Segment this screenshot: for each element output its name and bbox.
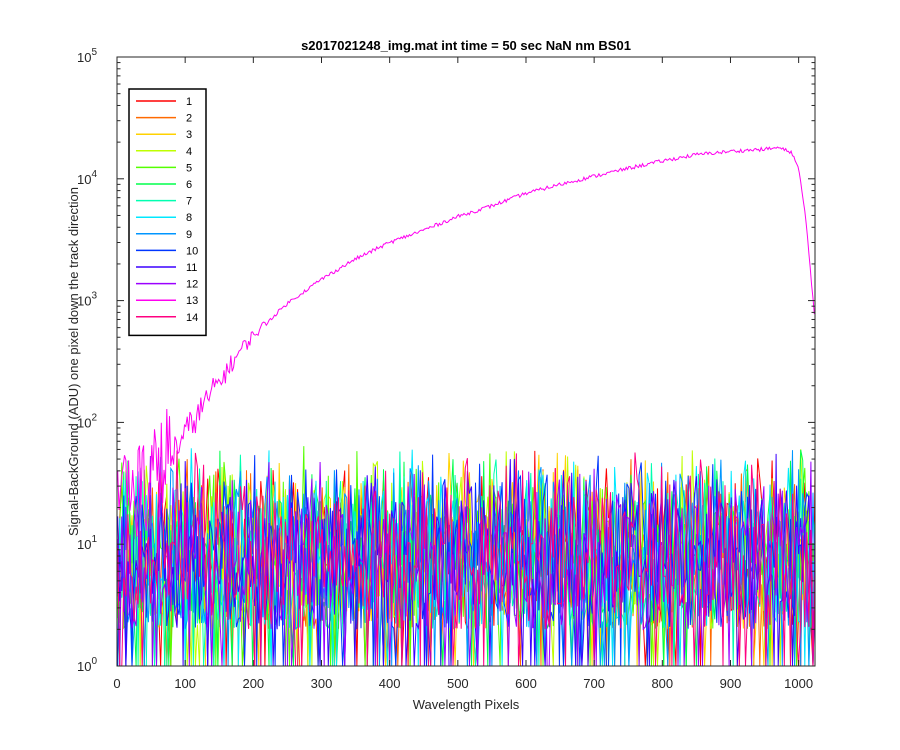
series-layer — [117, 146, 816, 667]
chart-title: s2017021248_img.mat int time = 50 sec Na… — [301, 38, 631, 53]
x-axis-label: Wavelength Pixels — [413, 697, 520, 712]
x-tick-label: 400 — [379, 676, 401, 691]
x-tick-label: 600 — [515, 676, 537, 691]
y-tick-label: 102 — [77, 412, 97, 430]
legend-label-6: 6 — [186, 179, 192, 191]
series-line-13 — [117, 146, 815, 537]
legend-label-9: 9 — [186, 229, 192, 241]
x-tick-label: 800 — [651, 676, 673, 691]
legend-label-8: 8 — [186, 212, 192, 224]
x-tick-label: 200 — [242, 676, 264, 691]
x-tick-label: 1000 — [784, 676, 813, 691]
axes-box — [116, 56, 816, 667]
legend-label-2: 2 — [186, 113, 192, 125]
legend-label-4: 4 — [186, 146, 192, 158]
x-tick-label: 100 — [174, 676, 196, 691]
series-line-12 — [117, 455, 816, 667]
y-tick-label: 104 — [77, 169, 97, 187]
legend-label-10: 10 — [186, 245, 198, 257]
legend-label-7: 7 — [186, 196, 192, 208]
legend-label-11: 11 — [186, 262, 197, 274]
legend-label-12: 12 — [186, 279, 198, 291]
series-line-9 — [117, 450, 816, 667]
y-tick-label: 101 — [77, 534, 97, 552]
x-tick-label: 900 — [720, 676, 742, 691]
x-tick-label: 300 — [311, 676, 333, 691]
legend-label-13: 13 — [186, 295, 198, 307]
x-tick-label: 700 — [583, 676, 605, 691]
y-tick-label: 100 — [77, 656, 97, 674]
tick-layer: 0 100 200 300 400 500 600 700 800 900 100010010110… — [77, 47, 815, 691]
series-line-14 — [117, 450, 816, 667]
y-tick-label: 105 — [77, 47, 97, 65]
legend-box — [128, 88, 207, 337]
legend-label-1: 1 — [186, 96, 192, 108]
legend-label-14: 14 — [186, 312, 198, 324]
legend-label-5: 5 — [186, 162, 192, 174]
x-tick-label: 500 — [447, 676, 469, 691]
y-tick-label: 103 — [77, 291, 97, 309]
y-axis-label: Signal-BackGround (ADU) one pixel down t… — [66, 187, 81, 536]
legend-label-3: 3 — [186, 129, 192, 141]
x-tick-label: 0 — [113, 676, 120, 691]
